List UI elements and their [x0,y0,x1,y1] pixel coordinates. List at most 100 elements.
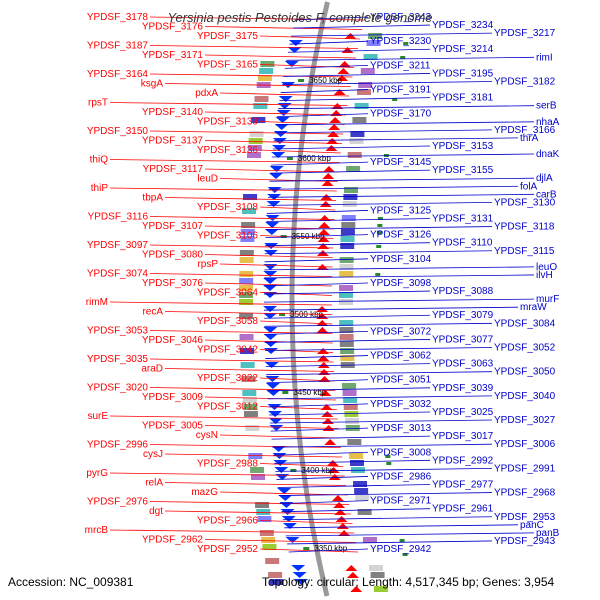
label-connector-line [266,218,431,222]
label-connector-line [271,161,369,166]
label-connector-line [259,320,333,325]
label-connector-line [164,311,333,315]
label-connector-line [204,26,363,30]
content-band [357,509,372,515]
content-band [350,460,365,466]
gene-label: YPDSF_3058 [197,316,259,327]
forward-gene-arrow [317,236,330,242]
content-band [341,222,356,228]
gene-label: YPDSF_2966 [197,516,259,527]
forward-gene-arrow [326,138,339,144]
label-connector-line [204,282,333,287]
content-band [352,117,367,123]
content-band [259,68,274,74]
topology-text: Topology: circular; Length: 4,517,345 bp… [262,575,555,589]
reverse-gene-arrow [266,390,281,396]
gene-label: YPDSF_3074 [87,269,149,280]
content-band [239,348,254,354]
forward-gene-arrow [333,89,346,95]
backbone-group [289,1,330,597]
scale-label: 3350 kbp [314,544,347,553]
label-connector-line [265,226,493,230]
gene-label: YPDSF_3020 [87,383,149,394]
label-connector-line [294,16,369,21]
content-band [239,278,254,284]
label-connector-line [269,419,493,424]
gene-label: dgt [149,506,163,517]
label-connector-line [282,81,493,85]
label-connector-line [269,177,535,182]
content-band [249,131,264,137]
gene-label: YPDSF_3150 [87,126,149,137]
gene-label: YPDSF_3153 [432,141,494,152]
label-connector-line [271,435,431,440]
forward-gene-arrow [326,460,339,466]
content-band [342,390,357,396]
gene-label: YPDSF_2968 [494,488,556,499]
label-connector-line [275,467,493,472]
gene-label: YPDSF_3008 [370,447,432,458]
label-connector-line [164,510,351,515]
reverse-gene-arrow [274,124,289,130]
content-band [345,425,360,431]
content-band [239,299,254,305]
content-band [366,40,381,46]
gene-label: YPDSF_3243 [370,12,432,23]
reverse-gene-arrow [275,117,290,123]
label-connector-line [109,529,355,534]
content-band [242,397,257,403]
marker-tick [376,231,382,234]
content-band [354,488,369,494]
label-connector-line [264,258,369,263]
content-band [256,509,271,515]
reverse-gene-arrow [287,47,302,53]
content-band [347,439,362,445]
forward-gene-arrow [317,362,330,368]
gene-label: YPDSF_2977 [432,480,494,491]
marker-tick [392,98,398,101]
label-connector-line [149,16,365,21]
reverse-gene-arrow [285,537,300,543]
label-connector-line [273,137,519,142]
reverse-gene-arrow [280,509,295,515]
content-band [339,285,354,291]
label-connector-line [267,201,493,206]
marker-tick [385,455,391,458]
content-band [344,411,359,417]
label-connector-line [204,539,357,543]
label-connector-line [149,130,344,135]
label-connector-line [264,266,535,271]
content-band [363,54,378,60]
label-connector-line [266,210,369,214]
gene-label: YPDSF_3076 [142,278,204,289]
content-band [339,320,354,326]
scale-tick [290,469,297,472]
label-connector-line [149,216,335,220]
forward-gene-arrow [350,586,363,592]
gene-label: folA [520,181,538,192]
gene-label: YPDSF_3131 [432,214,494,225]
label-connector-line [274,129,493,134]
label-connector-line [259,463,344,467]
forward-gene-arrow [344,33,357,39]
label-connector-line [204,111,347,116]
label-connector-line [289,40,369,45]
label-connector-line [280,89,369,93]
content-band [343,194,358,200]
forward-gene-arrow [336,75,349,81]
label-connector-line [286,56,535,61]
reverse-gene-arrow [294,579,309,585]
marker-tick [400,56,406,59]
label-connector-line [285,532,535,537]
gene-label: rpsT [88,98,108,109]
label-connector-line [204,254,333,258]
gene-label: YPDSF_3166 [494,125,556,136]
reverse-gene-arrow [263,285,278,291]
content-band [248,453,263,459]
label-connector-line [259,149,341,154]
label-connector-line [271,153,535,158]
content-band [339,341,354,347]
gene-label: YPDSF_3012 [197,402,259,413]
reverse-gene-arrow [288,40,303,46]
reverse-gene-arrow [265,215,280,221]
